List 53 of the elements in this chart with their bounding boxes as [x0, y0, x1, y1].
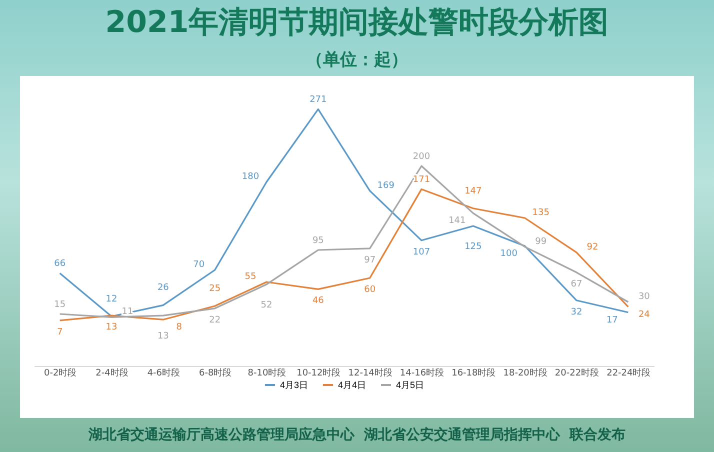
legend-label: 4月4日 — [338, 380, 366, 390]
data-label: 55 — [244, 272, 256, 282]
text: 湖北省交通运输厅高速公路管理局应急中心 湖北省公安交通管理局指挥中心 联合发布 — [87, 426, 627, 444]
data-label: 22 — [209, 315, 221, 326]
data-label: 95 — [312, 236, 324, 246]
data-label: 169 — [377, 180, 395, 191]
x-tick-label: 16-18时段 — [452, 368, 496, 378]
data-label: 15 — [54, 300, 66, 310]
data-label: 92 — [586, 242, 598, 252]
data-label: 67 — [570, 279, 582, 290]
x-tick-label: 12-14时段 — [348, 368, 392, 378]
data-label: 17 — [606, 315, 618, 326]
x-tick-label: 10-12时段 — [296, 368, 341, 378]
data-label: 70 — [193, 260, 205, 270]
data-label: 135 — [532, 208, 550, 218]
x-tick-label: 6-8时段 — [198, 368, 232, 378]
data-label: 200 — [412, 152, 430, 162]
x-tick-label: 2-4时段 — [96, 368, 128, 378]
data-label: 271 — [310, 95, 327, 106]
data-label: 32 — [570, 307, 582, 318]
legend-label: 4月3日 — [280, 380, 308, 390]
data-label: 141 — [448, 216, 466, 226]
x-tick-label: 0-2时段 — [44, 368, 77, 378]
data-label: 8 — [176, 322, 182, 333]
data-label: 147 — [464, 186, 482, 196]
data-label: 60 — [364, 285, 376, 295]
data-label: 13 — [157, 332, 169, 342]
data-label: 24 — [638, 310, 650, 320]
data-label: 13 — [106, 322, 118, 333]
data-label: 52 — [260, 300, 272, 310]
x-tick-label: 22-24时段 — [606, 368, 651, 378]
data-label: 171 — [412, 175, 430, 186]
data-label: 26 — [157, 283, 170, 294]
data-label: 99 — [535, 236, 547, 247]
data-label: 25 — [209, 284, 221, 294]
legend-label: 4月5日 — [396, 380, 424, 390]
data-label: 180 — [242, 172, 260, 182]
chart-title: 2021年清明节期间接处警时段分析图 — [104, 4, 610, 42]
data-label: 30 — [638, 292, 650, 302]
x-tick-label: 14-16时段 — [400, 368, 444, 378]
data-label: 12 — [106, 294, 118, 304]
data-label: 107 — [412, 247, 430, 258]
x-tick-label: 4-6时段 — [147, 368, 180, 378]
x-tick-label: 20-22时段 — [554, 368, 600, 378]
x-tick-label: 8-10时段 — [248, 368, 286, 378]
data-label: 46 — [312, 296, 324, 306]
data-label: 97 — [364, 255, 376, 266]
data-label: 66 — [54, 259, 66, 270]
data-label: 100 — [500, 249, 518, 259]
x-tick-label: 18-20时段 — [503, 368, 548, 378]
chart-subtitle: （单位：起） — [305, 49, 409, 71]
data-label: 7 — [56, 327, 63, 338]
data-label: 125 — [464, 242, 482, 252]
